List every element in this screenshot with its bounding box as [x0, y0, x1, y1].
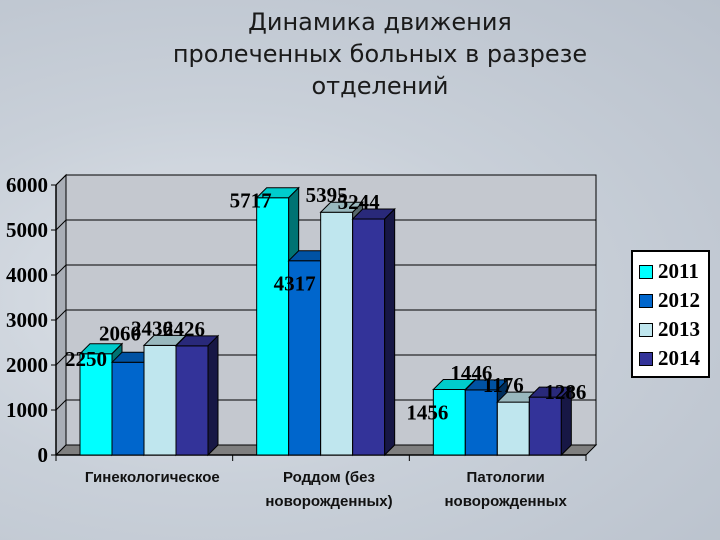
gridline — [55, 399, 596, 411]
y-tick-label: 2000 — [6, 353, 48, 377]
y-tick-label: 0 — [38, 443, 49, 467]
legend-label-2011: 2011 — [658, 259, 699, 283]
y-tick-label: 6000 — [6, 173, 48, 197]
bar-front — [464, 389, 498, 456]
bar-front — [143, 344, 177, 456]
bar-front — [320, 211, 354, 456]
gridline — [55, 219, 596, 231]
x-category-label: новорожденных — [445, 493, 568, 510]
legend-swatch-2013 — [639, 322, 653, 337]
data-label: 2250 — [65, 347, 107, 371]
legend-item-2014: 2014 — [639, 344, 708, 373]
data-label: 5717 — [230, 189, 272, 213]
y-tick-label: 4000 — [6, 263, 48, 287]
gridline — [55, 264, 596, 276]
legend-item-2012: 2012 — [639, 286, 708, 315]
legend-label-2013: 2013 — [658, 317, 700, 341]
bar-front — [496, 401, 530, 456]
data-label: 5244 — [338, 190, 381, 214]
data-label: 2426 — [163, 317, 205, 341]
bar-side — [560, 385, 572, 457]
legend-item-2013: 2013 — [639, 315, 708, 344]
legend-label-2014: 2014 — [658, 346, 700, 370]
data-label: 2436 — [131, 316, 173, 340]
chart-legend: 2011 2012 2013 2014 — [631, 250, 710, 378]
gridline — [55, 309, 596, 321]
bar-front — [288, 260, 322, 456]
legend-item-2011: 2011 — [639, 257, 708, 286]
bar-front — [175, 345, 209, 456]
data-label: 1286 — [544, 380, 586, 404]
legend-swatch-2012 — [639, 293, 653, 308]
bar-side — [207, 334, 219, 457]
data-label: 1446 — [450, 361, 492, 385]
gridline — [55, 354, 596, 366]
x-category-label: Роддом (без — [283, 469, 375, 486]
x-category-label: Гинекологическое — [85, 469, 220, 486]
data-label: 1176 — [483, 373, 524, 397]
y-tick-label: 5000 — [6, 218, 48, 242]
legend-swatch-2011 — [639, 264, 653, 279]
legend-label-2012: 2012 — [658, 288, 700, 312]
data-label: 1456 — [406, 400, 448, 424]
legend-swatch-2014 — [639, 351, 653, 366]
data-label: 5395 — [306, 183, 348, 207]
y-tick-label: 3000 — [6, 308, 48, 332]
title-line-2: пролеченных больных в разрезе — [172, 40, 588, 68]
chart-title: Динамика движения пролеченных больных в … — [0, 6, 720, 102]
title-line-3: отделений — [311, 72, 449, 100]
gridline — [55, 174, 596, 186]
data-label: 2060 — [99, 321, 141, 345]
bar-front — [111, 361, 145, 456]
bar-front — [79, 353, 113, 456]
y-tick-label: 1000 — [6, 398, 48, 422]
data-label: 4317 — [274, 272, 316, 296]
bar-front — [256, 197, 290, 456]
x-category-label: Патологии — [467, 469, 545, 486]
bar-side — [384, 207, 396, 457]
bar-front — [352, 218, 386, 456]
bar-front — [528, 396, 562, 456]
x-category-label: новорожденных) — [265, 493, 392, 510]
title-line-1: Динамика движения — [248, 8, 512, 36]
